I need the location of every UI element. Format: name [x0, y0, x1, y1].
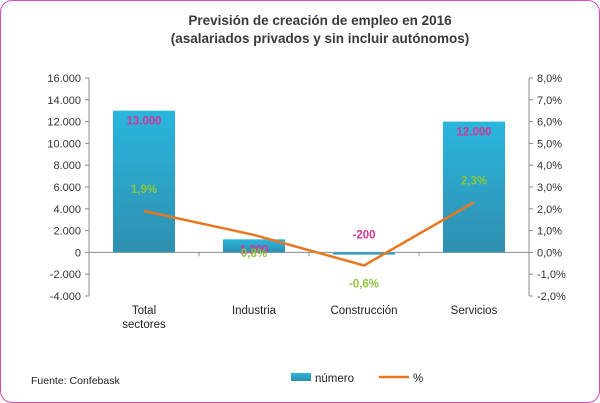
bar — [223, 239, 285, 253]
bar — [333, 252, 395, 255]
line-value-label: -0,6% — [349, 278, 379, 290]
bars-group — [113, 110, 505, 255]
bar-value-label: 13.000 — [126, 116, 161, 128]
bar — [443, 121, 505, 253]
bar — [113, 110, 175, 253]
y-left-tick-label: 6.000 — [53, 182, 81, 194]
y-right-tick-label: 0,0% — [537, 247, 562, 259]
legend-label-line: % — [413, 373, 423, 385]
legend-label-bar: número — [315, 373, 354, 385]
source-note: Fuente: Confebask — [31, 375, 120, 387]
y-right-tick-label: 4,0% — [537, 160, 562, 172]
y-left-tick-label: 14.000 — [47, 95, 81, 107]
y-right-tick-label: 2,0% — [537, 204, 562, 216]
y-left-tick-label: 4.000 — [53, 204, 81, 216]
y-left-tick-label: 12.000 — [47, 117, 81, 129]
y-right-tick-label: 5,0% — [537, 138, 562, 150]
y-right-tick-label: 1,0% — [537, 226, 562, 238]
legend: número% — [291, 373, 423, 385]
y-left-tick-label: -4.000 — [50, 291, 81, 303]
legend-swatch-bar — [291, 373, 311, 381]
y-left-tick-label: 16.000 — [47, 73, 81, 85]
x-category-label: Construcción — [330, 305, 397, 317]
y-right-tick-label: -1,0% — [537, 269, 566, 281]
line-value-label: 0,8% — [241, 248, 267, 260]
y-left-tick-label: 0 — [75, 247, 81, 259]
line-series-pct — [143, 201, 475, 267]
line-value-label: 2,3% — [461, 175, 487, 187]
line-value-label: 1,9% — [131, 184, 157, 196]
x-category-label: Industria — [232, 305, 277, 317]
y-right-tick-label: 6,0% — [537, 117, 562, 129]
y-left-tick-label: 10.000 — [47, 138, 81, 150]
bar-value-label: 12.000 — [456, 127, 491, 139]
y-right-tick-label: -2,0% — [537, 291, 566, 303]
y-left-tick-label: 8.000 — [53, 160, 81, 172]
data-labels-group: 13.000 1.200 -200 12.000 1,9% 0,8% -0,6% 2,3% — [126, 116, 491, 291]
x-category-label: Total sectores — [122, 305, 166, 331]
line-group — [143, 201, 475, 267]
bar-value-label: 1.200 — [240, 244, 269, 256]
bar-value-label: -200 — [352, 229, 375, 241]
y-left-tick-label: -2.000 — [50, 269, 81, 281]
chart-subtitle: (asalariados privados y sin incluir autó… — [171, 31, 470, 46]
chart-title: Previsión de creación de empleo en 2016 — [188, 13, 452, 28]
y-left-tick-label: 2.000 — [53, 226, 81, 238]
y-right-tick-label: 3,0% — [537, 182, 562, 194]
y-right-tick-label: 7,0% — [537, 95, 562, 107]
x-category-label: Servicios — [451, 305, 498, 317]
axes-group: -4.000 -2.000 0 2.000 4.000 6.000 8.000 10.000 1… — [47, 73, 566, 331]
y-right-tick-label: 8,0% — [537, 73, 562, 85]
